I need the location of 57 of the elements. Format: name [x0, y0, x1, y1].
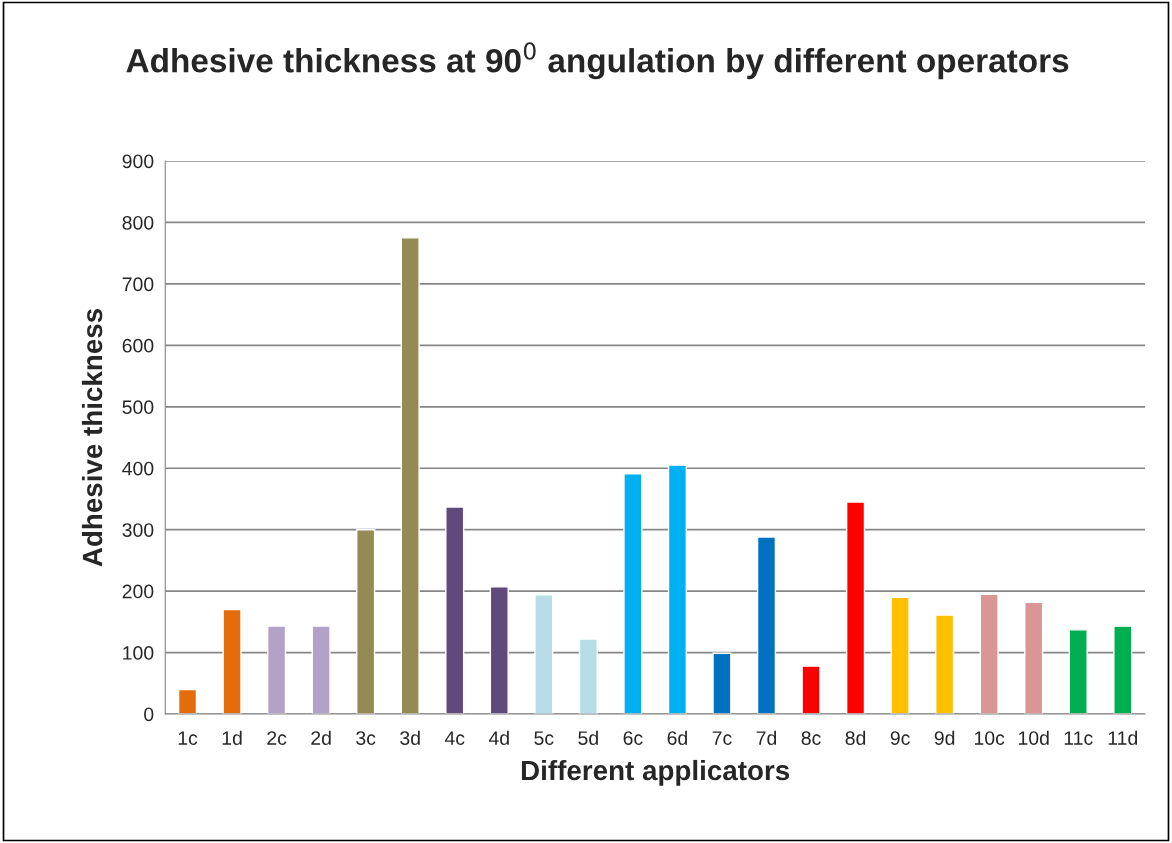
- x-tick-label: 9d: [934, 730, 955, 745]
- x-tick-label: 9c: [890, 731, 910, 745]
- x-tick-label: 3c: [356, 731, 376, 745]
- x-tick-label: 1c: [178, 731, 198, 745]
- bar: [845, 501, 866, 715]
- x-tick-label: 11c: [1064, 731, 1093, 745]
- x-tick-label: 2c: [267, 731, 287, 745]
- y-tick-label: 100: [123, 646, 154, 660]
- y-tick-label: 800: [122, 215, 154, 230]
- bar: [979, 593, 999, 715]
- x-axis-title: Different applicators: [521, 759, 790, 786]
- x-tick-label: 1d: [222, 730, 242, 745]
- x-tick-label: 6c: [623, 731, 643, 745]
- y-tick-label: 400: [122, 461, 154, 476]
- x-tick-label: 5c: [534, 731, 554, 745]
- bar: [489, 586, 509, 715]
- x-tick-label: 7c: [712, 731, 732, 745]
- bar: [712, 652, 732, 715]
- bar: [1024, 601, 1044, 715]
- bar: [623, 473, 643, 715]
- bar: [311, 625, 331, 715]
- bar: [756, 536, 777, 715]
- y-tick-label: 700: [122, 277, 154, 292]
- x-tick-label: 2d: [311, 730, 331, 745]
- chart-title: Adhesive thickness at 90$^{0}$ angulation by different operators: [126, 42, 1069, 80]
- bar: [1068, 629, 1088, 715]
- bar: [935, 614, 955, 715]
- bar: [578, 638, 598, 715]
- bar: [534, 594, 554, 715]
- x-tick-label: 11d: [1108, 730, 1138, 745]
- x-tick-label: 8c: [801, 731, 821, 745]
- y-tick-label: 300: [122, 523, 154, 537]
- x-tick-label: 3d: [400, 730, 420, 745]
- y-tick-label: 0: [144, 707, 154, 722]
- x-tick-label: 4c: [444, 731, 465, 745]
- x-tick-label: 8d: [845, 730, 866, 745]
- bar: [266, 625, 287, 715]
- x-tick-label: 7d: [756, 730, 777, 745]
- x-tick-label: 5d: [578, 730, 598, 745]
- bar: [1113, 625, 1133, 715]
- x-tick-label: 4d: [488, 730, 509, 745]
- x-tick-label: 6d: [667, 730, 687, 745]
- bar: [222, 608, 242, 715]
- y-tick-label: 600: [122, 338, 154, 353]
- y-tick-label: 200: [122, 584, 154, 599]
- bar: [356, 528, 376, 715]
- bar: [801, 665, 821, 715]
- x-tick-label: 10c: [974, 731, 1005, 745]
- y-axis-title: Adhesive thickness: [81, 308, 103, 567]
- bar: [177, 688, 198, 715]
- bar: [400, 237, 420, 715]
- x-tick-label: 10d: [1018, 730, 1049, 745]
- y-tick-label: 500: [122, 400, 154, 415]
- bar: [890, 596, 910, 715]
- y-tick-label: 900: [122, 154, 154, 169]
- bar: [445, 506, 465, 715]
- bar: [667, 464, 688, 715]
